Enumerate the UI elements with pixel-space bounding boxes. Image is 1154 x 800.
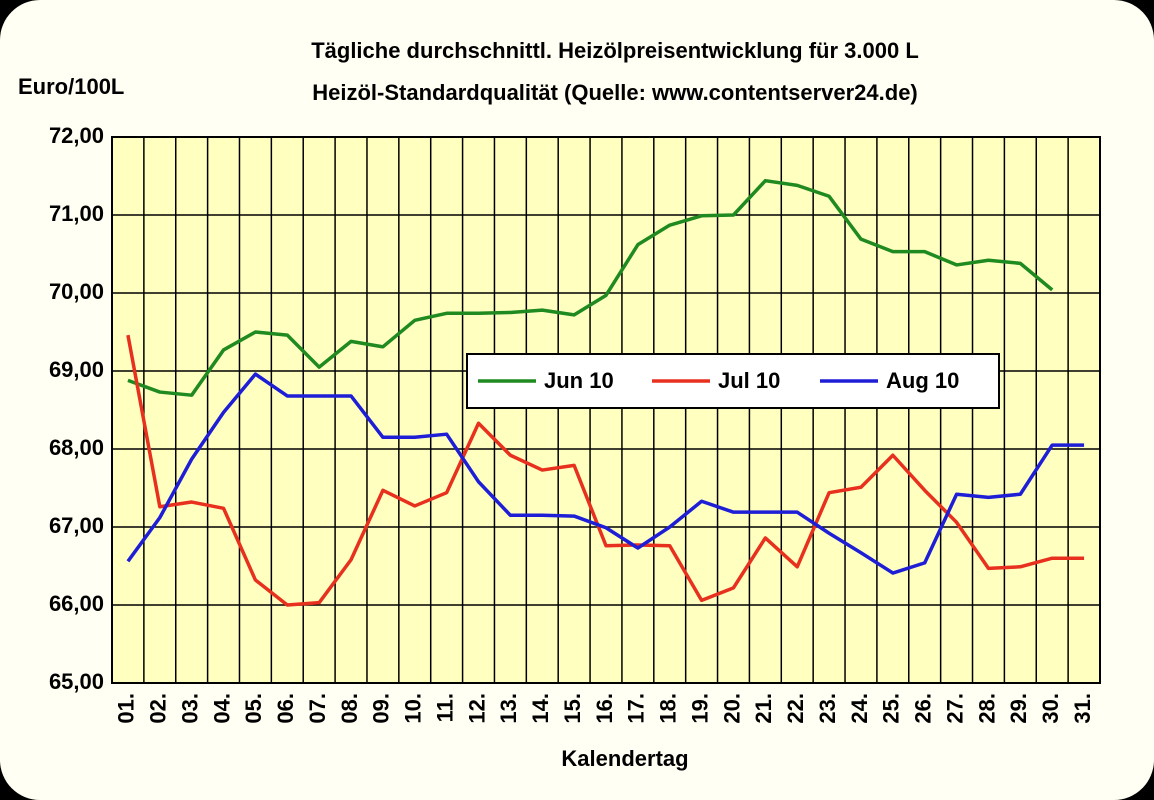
x-tick-label: 04. — [209, 693, 234, 724]
x-tick-label: 16. — [592, 693, 617, 724]
y-tick-label: 69,00 — [49, 357, 104, 382]
x-tick-label: 25. — [879, 693, 904, 724]
x-tick-label: 30. — [1038, 693, 1063, 724]
x-tick-label: 09. — [369, 693, 394, 724]
series-line — [126, 334, 1085, 607]
legend-label: Aug 10 — [886, 368, 959, 393]
y-tick-label: 68,00 — [49, 435, 104, 460]
x-tick-label: 21. — [751, 693, 776, 724]
x-tick-label: 24. — [847, 693, 872, 724]
legend-label: Jul 10 — [718, 368, 780, 393]
x-tick-label: 17. — [624, 693, 649, 724]
plot-area — [111, 136, 1101, 684]
x-tick-label: 31. — [1070, 693, 1095, 724]
x-tick-label: 08. — [337, 693, 362, 724]
x-tick-label: 19. — [687, 693, 712, 724]
x-tick-label: 27. — [942, 693, 967, 724]
x-tick-label: 07. — [305, 693, 330, 724]
legend-label: Jun 10 — [544, 368, 614, 393]
x-tick-label: 11. — [432, 693, 457, 722]
chart-title: Tägliche durchschnittl. Heizölpreisentwi… — [311, 38, 919, 63]
x-tick-label: 03. — [177, 693, 202, 724]
y-tick-label: 65,00 — [49, 669, 104, 694]
x-tick-label: 02. — [146, 693, 171, 724]
x-tick-label: 05. — [241, 693, 266, 724]
x-tick-label: 18. — [656, 693, 681, 724]
x-tick-label: 12. — [464, 693, 489, 724]
x-tick-label: 01. — [114, 693, 139, 724]
x-tick-label: 20. — [719, 693, 744, 724]
y-tick-label: 72,00 — [49, 123, 104, 148]
x-tick-label: 06. — [273, 693, 298, 724]
x-tick-label: 26. — [911, 693, 936, 724]
x-tick-label: 22. — [783, 693, 808, 724]
y-tick-label: 67,00 — [49, 513, 104, 538]
series-line — [127, 178, 1054, 397]
x-tick-label: 23. — [815, 693, 840, 724]
x-tick-label: 10. — [401, 693, 426, 724]
series-line — [126, 372, 1085, 575]
x-axis-label: Kalendertag — [561, 746, 688, 771]
y-tick-label: 71,00 — [49, 201, 104, 226]
x-tick-label: 28. — [974, 693, 999, 724]
x-tick-label: 15. — [560, 693, 585, 724]
legend-box — [466, 353, 1000, 409]
x-tick-label: 14. — [528, 693, 553, 724]
y-tick-label: 70,00 — [49, 279, 104, 304]
chart-subtitle: Heizöl-Standardqualität (Quelle: www.con… — [312, 80, 918, 105]
y-tick-label: 66,00 — [49, 591, 104, 616]
x-tick-label: 13. — [496, 693, 521, 724]
x-tick-label: 29. — [1006, 693, 1031, 724]
y-axis-label: Euro/100L — [18, 74, 124, 99]
